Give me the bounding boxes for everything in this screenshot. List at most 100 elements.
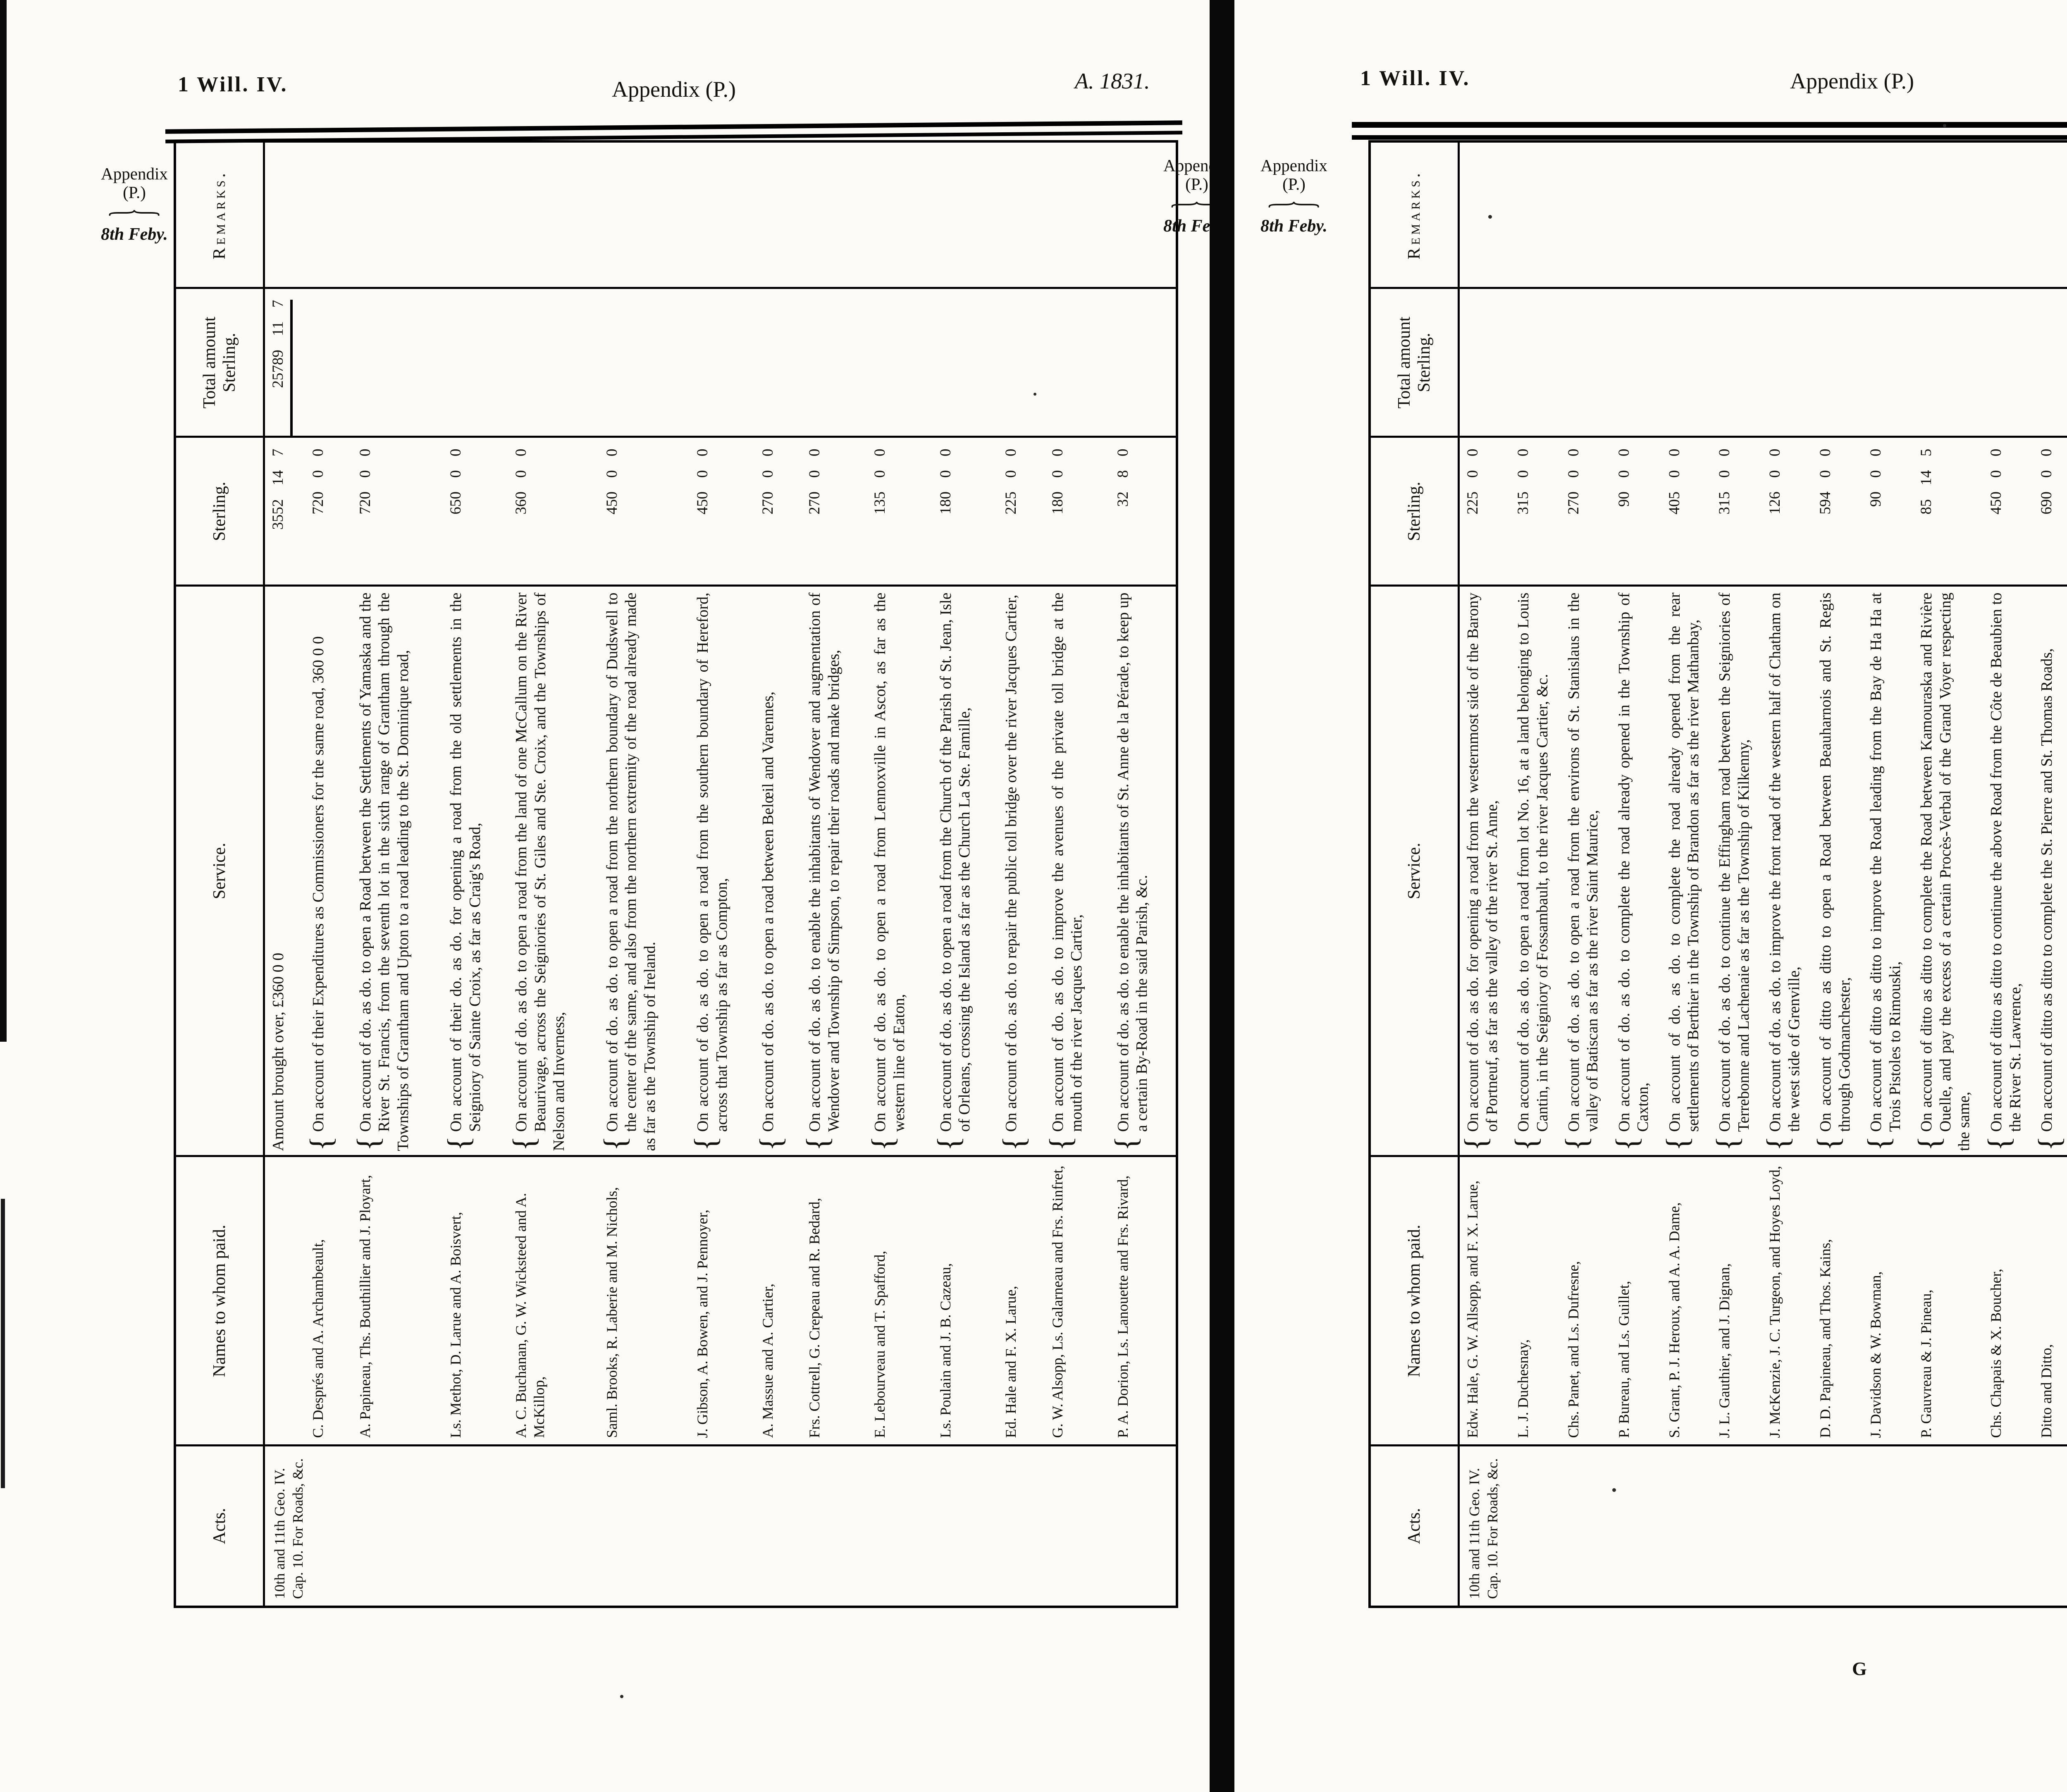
total-amount-cell [1611,288,1661,437]
sterling-amount-cell: 450 0 0 [690,437,755,586]
sterling-amount-cell: 32 8 0 [1110,437,1177,586]
margin-note-date: 8th Feby. [101,225,168,244]
service-cell: {On account of do. as do. to complete th… [1610,586,1661,1156]
margin-note-left-outer: Appendix (P.) { 8th Feby. [79,164,190,244]
remarks-cell-empty [1458,141,2067,288]
column-header-service: Service. [175,586,264,1156]
service-text: On account of ditto as ditto to complete… [1917,592,1973,1151]
sterling-amount-cell: 3552 14 7 [264,437,306,586]
entry-brace: { [800,1136,835,1151]
entry-brace: { [1508,1136,1544,1151]
sterling-amount-cell: 690 0 0 [2034,437,2067,586]
names-cell: E. Lebourveau and T. Spafford, [867,1156,933,1446]
ledger-row: D. D. Papineau, and Thos. Kains, {On acco… [1811,141,1863,1607]
service-text: On account of do. as do. to open a road … [937,592,974,1132]
service-cell: {On account of do. as do. to open a road… [507,586,599,1156]
names-cell: Ditto and Ditto, [2034,1156,2067,1446]
service-text: On account of do. as do. to complete the… [1666,592,1702,1132]
total-amount-cell [998,288,1045,437]
ledger-row: J. McKenzie, J. C. Turgeon, and Hoyes Lo… [1761,141,1813,1607]
running-head-year-left: A. 1831. [1075,69,1150,93]
rotated-table-region-right: Acts. Names to whom paid. Service. Sterling… [1368,140,2067,1608]
sterling-amount-cell: 85 14 5 [1913,437,1983,586]
service-cell: {On account of do. as do. to complete th… [1660,586,1712,1156]
entry-brace: { [304,1136,339,1151]
ledger-row: A. C. Buchanan, G. W. Wicksteed and A. M… [507,141,599,1607]
service-cell: { On account of do. as do. to improve the… [1761,586,1813,1156]
names-cell: A. C. Buchanan, G. W. Wicksteed and A. M… [508,1156,599,1446]
scan-speck [620,1695,623,1698]
margin-note-line2: (P.) [1185,174,1208,194]
names-cell: J. Gibson, A. Bowen, and J. Pennoyer, [690,1156,755,1446]
total-amount-cell [1762,288,1813,437]
margin-note-line1: Appendix [101,164,168,183]
ledger-row: S. Grant, P. J. Heroux, and A. A. Dame,{… [1660,141,1712,1607]
total-amount-cell [2034,288,2067,437]
total-amount-cell [1044,288,1110,437]
entry-brace: { [1710,1136,1745,1151]
entry-brace: { [1761,1136,1796,1151]
service-text: On account of do. as do. to open a road … [759,691,777,1132]
rotated-table-region-left: Acts. Names to whom paid. Service. Sterling… [174,140,1178,1608]
service-cell: {On account of ditto as ditto to complet… [1912,586,1983,1156]
service-cell: {On account of do. as do. to enable the … [800,586,867,1156]
scan-speck [1034,393,1036,396]
sterling-amount-cell: 135 0 0 [867,437,933,586]
margin-note-right-inner: Appendix (P.) { 8th Feby. [1240,156,1348,236]
sterling-amount-cell: 90 0 0 [1863,437,1913,586]
total-amount-cell [932,288,998,437]
names-cell: Chs. Chapais & X. Boucher, [1983,1156,2034,1446]
book-gutter-bar [1210,0,1234,1792]
ledger-row: L. J. Duchesnay, {On account of do. as do… [1508,141,1561,1607]
service-text: On account of do. as do. to repair the p… [1002,594,1020,1132]
names-cell: A. Papineau, Ths. Bouthillier and J. Plo… [352,1156,443,1446]
ledger-table-left: Acts. Names to whom paid. Service. Sterling… [174,140,1178,1608]
service-text: On account of do. as do. to improve the … [1049,592,1086,1132]
ledger-row: J. Gibson, A. Bowen, and J. Pennoyer, {On… [688,141,755,1607]
total-amount-cell [1661,288,1712,437]
total-amount-cell [305,288,352,437]
ledger-row: P. Bureau, and Ls. Guillet, {On account o… [1610,141,1661,1607]
acts-cell: 10th and 11th Geo. IV. Cap. 10. For Road… [264,1446,1177,1607]
names-cell: Saml. Brooks, R. Laberie and M. Nichols, [599,1156,690,1446]
column-header-service: Service. [1370,586,1459,1156]
total-amount-cell [802,288,867,437]
names-cell: J. McKenzie, J. C. Turgeon, and Hoyes Lo… [1762,1156,1813,1446]
service-text: On account of do. as do. to continue the… [1716,592,1753,1132]
sterling-amount-cell: 450 0 0 [599,437,690,586]
column-header-total: Total amount Sterling. [1370,288,1459,437]
sterling-amount-cell: 270 0 0 [755,437,802,586]
service-text: On account of do. as do. to open a road … [871,592,908,1132]
names-cell: Frs. Cottrell, G. Crepeau and R. Bedard, [802,1156,867,1446]
entry-brace: { [1458,1136,1493,1151]
total-amount-cell [1863,288,1913,437]
service-text: On account of do. as do. to improve the … [1766,592,1803,1132]
ledger-row: Ls. Poulain and J. B. Cazeau, {On account… [931,141,998,1607]
ledger-row: Frs. Cottrell, G. Crepeau and R. Bedard,… [800,141,867,1607]
sterling-amount-cell: 315 0 0 [1510,437,1561,586]
column-header-acts: Acts. [175,1446,264,1607]
entry-brace: { [996,1136,1031,1151]
names-cell: S. Grant, P. J. Heroux, and A. A. Dame, [1661,1156,1712,1446]
ledger-row: P. A. Dorion, Ls. Lanouette and Frs. Riv… [1109,141,1177,1607]
service-text: On account of do. as do. to complete the… [1615,592,1652,1132]
ledger-row: Saml. Brooks, R. Laberie and M. Nichols,… [598,141,690,1607]
service-text: On account of ditto as ditto to open a R… [1817,592,1853,1132]
sterling-amount-cell: 180 0 0 [932,437,998,586]
column-header-sterling: Sterling. [1370,437,1459,586]
entry-brace: { [688,1136,723,1151]
margin-note-brace: { [104,208,172,218]
names-cell: D. D. Papineau, and Thos. Kains, [1812,1156,1863,1446]
entry-brace: { [1559,1136,1594,1151]
column-header-remarks: Remarks. [1370,141,1459,288]
entry-brace: { [754,1136,789,1151]
scan-edge-bar-lower [1,1199,5,1488]
sterling-amount-cell: 650 0 0 [443,437,508,586]
sterling-amount-cell: 360 0 0 [508,437,599,586]
names-cell: Ed. Hale and F. X. Larue, [998,1156,1045,1446]
names-cell: Ls. Poulain and J. B. Cazeau, [932,1156,998,1446]
sterling-amount-cell: 126 0 0 [1762,437,1813,586]
names-cell: C. Després and A. Archambeault, [305,1156,352,1446]
ledger-row: J. Davidson & W. Bowman, {On account of d… [1862,141,1913,1607]
